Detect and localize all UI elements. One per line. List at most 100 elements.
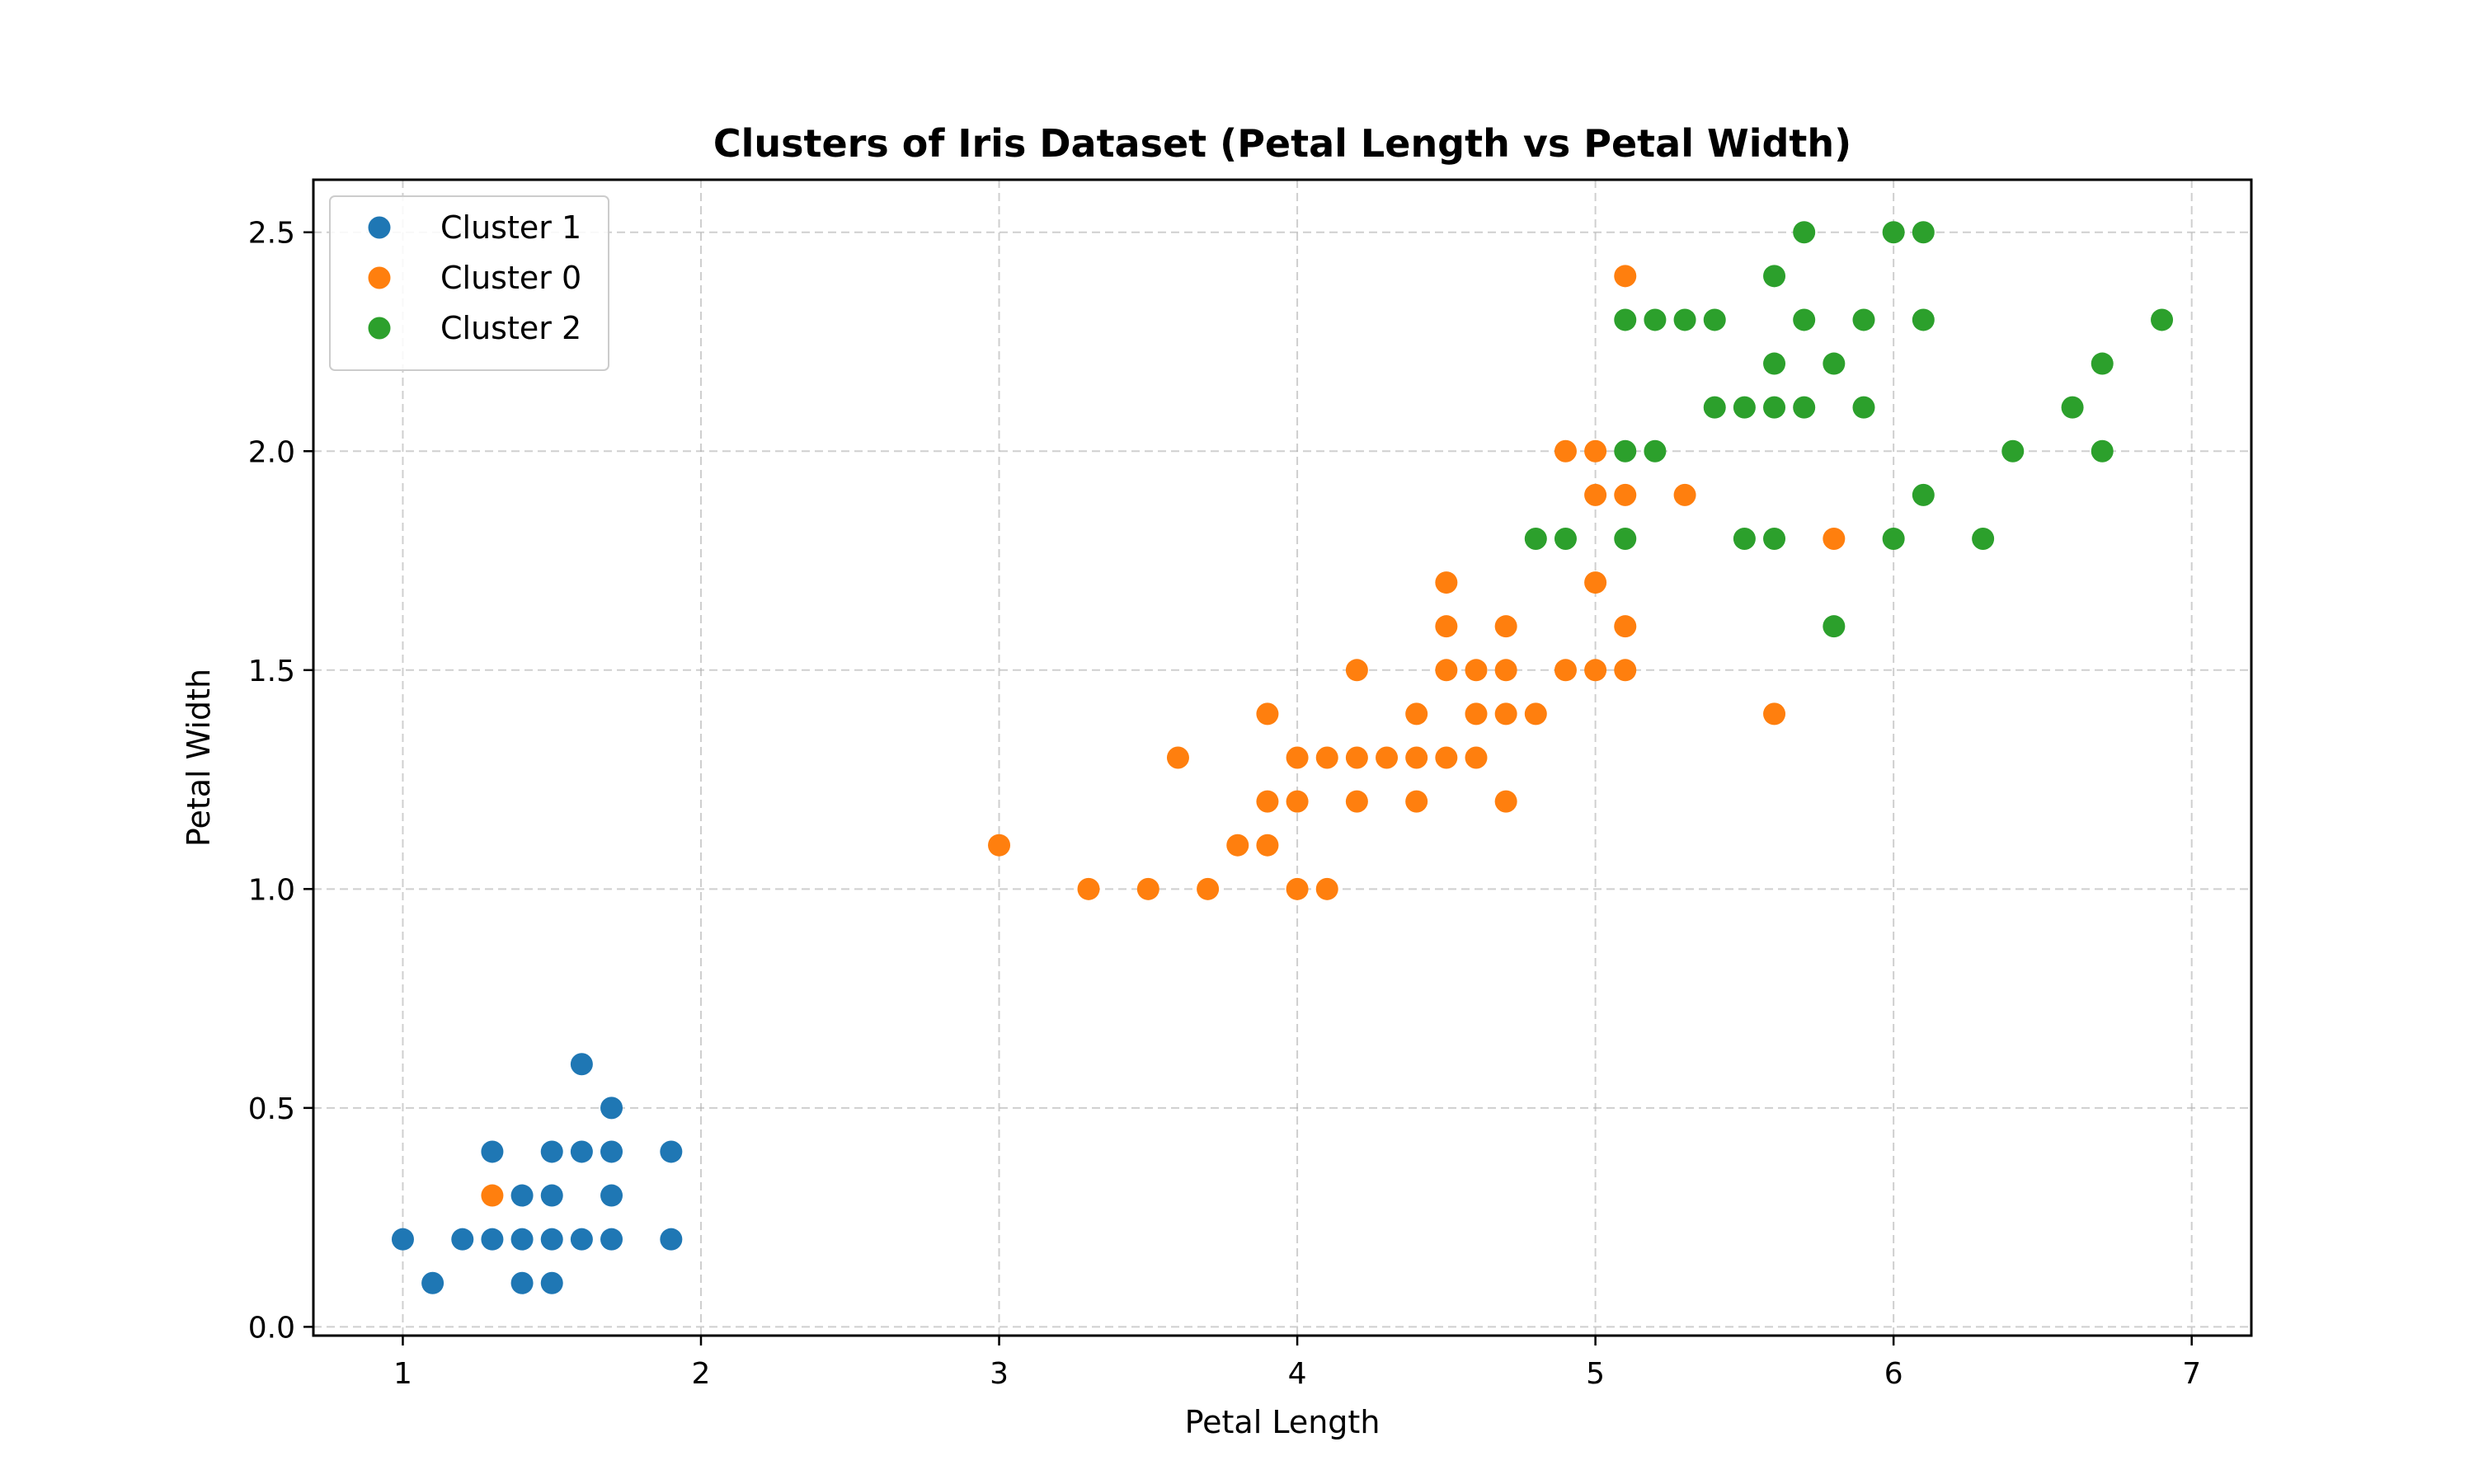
data-point <box>1494 615 1517 638</box>
data-point <box>1524 527 1547 550</box>
data-point <box>1614 483 1637 506</box>
data-point <box>1584 571 1607 594</box>
data-point <box>1823 527 1846 550</box>
data-point <box>1315 877 1338 900</box>
data-point <box>1614 615 1637 638</box>
data-point <box>600 1140 623 1163</box>
legend-marker <box>368 317 391 340</box>
legend: Cluster 1 Cluster 0 Cluster 2 <box>329 195 609 371</box>
data-point <box>1315 746 1338 769</box>
data-point <box>1077 877 1100 900</box>
chart-title: Clusters of Iris Dataset (Petal Length v… <box>713 121 1851 166</box>
data-point <box>1256 834 1279 857</box>
legend-label: Cluster 2 <box>440 310 581 346</box>
data-point <box>1733 396 1756 419</box>
data-point <box>2091 352 2114 375</box>
data-point <box>540 1140 563 1163</box>
data-point <box>1793 221 1816 244</box>
data-point <box>1256 702 1279 726</box>
data-point <box>1763 352 1786 375</box>
x-tick-label: 6 <box>1884 1357 1903 1391</box>
data-point <box>1852 396 1875 419</box>
data-point <box>1136 877 1159 900</box>
data-point <box>1972 527 1995 550</box>
data-point <box>540 1184 563 1207</box>
data-point <box>660 1228 683 1251</box>
legend-marker <box>368 266 391 289</box>
data-point <box>1166 746 1189 769</box>
x-tick-label: 1 <box>393 1357 412 1391</box>
legend-label: Cluster 1 <box>440 209 581 246</box>
x-tick-label: 5 <box>1586 1357 1605 1391</box>
series-cluster-0 <box>391 1053 683 1294</box>
data-point <box>570 1228 593 1251</box>
y-tick-label: 0.5 <box>248 1092 295 1126</box>
grid-layer <box>313 180 2251 1336</box>
y-tick-label: 1.0 <box>248 873 295 907</box>
data-point <box>1256 790 1279 813</box>
data-point <box>1376 746 1399 769</box>
data-point <box>540 1271 563 1294</box>
data-point <box>1644 308 1667 331</box>
x-tick-label: 3 <box>990 1357 1009 1391</box>
data-point <box>1286 790 1309 813</box>
x-tick-label: 2 <box>692 1357 711 1391</box>
data-point <box>540 1228 563 1251</box>
plot-frame <box>312 178 2253 1337</box>
data-point <box>1286 746 1309 769</box>
data-point <box>1614 659 1637 682</box>
data-point <box>1673 308 1696 331</box>
data-point <box>1465 659 1488 682</box>
y-tick-label: 2.0 <box>248 435 295 469</box>
data-point <box>1763 702 1786 726</box>
data-point <box>510 1184 534 1207</box>
legend-box <box>329 195 609 371</box>
data-point <box>1733 527 1756 550</box>
data-point <box>1435 659 1458 682</box>
data-point <box>481 1228 504 1251</box>
ticks-layer: 1 2 3 4 5 6 7 0.0 0.5 1.0 1.5 2.0 2.5 <box>248 217 2201 1391</box>
y-tick-label: 2.5 <box>248 217 295 251</box>
data-point <box>1524 702 1547 726</box>
data-point <box>1912 221 1935 244</box>
data-point <box>1614 265 1637 288</box>
data-point <box>421 1271 444 1294</box>
x-axis-title: Petal Length <box>1185 1404 1380 1440</box>
data-point <box>1763 527 1786 550</box>
data-point <box>1823 615 1846 638</box>
data-point <box>600 1097 623 1120</box>
data-point <box>2061 396 2084 419</box>
data-point <box>1435 571 1458 594</box>
data-point <box>1345 790 1368 813</box>
data-point <box>570 1140 593 1163</box>
data-point <box>1912 483 1935 506</box>
y-axis-title: Petal Width <box>181 669 217 847</box>
data-point <box>1763 396 1786 419</box>
data-point <box>570 1053 593 1076</box>
data-point <box>1614 527 1637 550</box>
x-tick-label: 4 <box>1288 1357 1307 1391</box>
data-point <box>1912 308 1935 331</box>
data-point <box>1197 877 1220 900</box>
data-point <box>1554 659 1577 682</box>
data-point <box>1703 396 1726 419</box>
points-layer <box>391 221 2174 1294</box>
data-point <box>1465 702 1488 726</box>
data-point <box>1494 702 1517 726</box>
data-point <box>481 1184 504 1207</box>
data-point <box>1435 615 1458 638</box>
data-point <box>451 1228 474 1251</box>
data-point <box>510 1228 534 1251</box>
data-point <box>1405 790 1428 813</box>
data-point <box>1465 746 1488 769</box>
data-point <box>1673 483 1696 506</box>
data-point <box>1226 834 1249 857</box>
data-point <box>2091 439 2114 463</box>
x-tick-label: 7 <box>2182 1357 2201 1391</box>
data-point <box>1584 483 1607 506</box>
data-point <box>2151 308 2174 331</box>
data-point <box>1614 308 1637 331</box>
data-point <box>1644 439 1667 463</box>
data-point <box>1852 308 1875 331</box>
